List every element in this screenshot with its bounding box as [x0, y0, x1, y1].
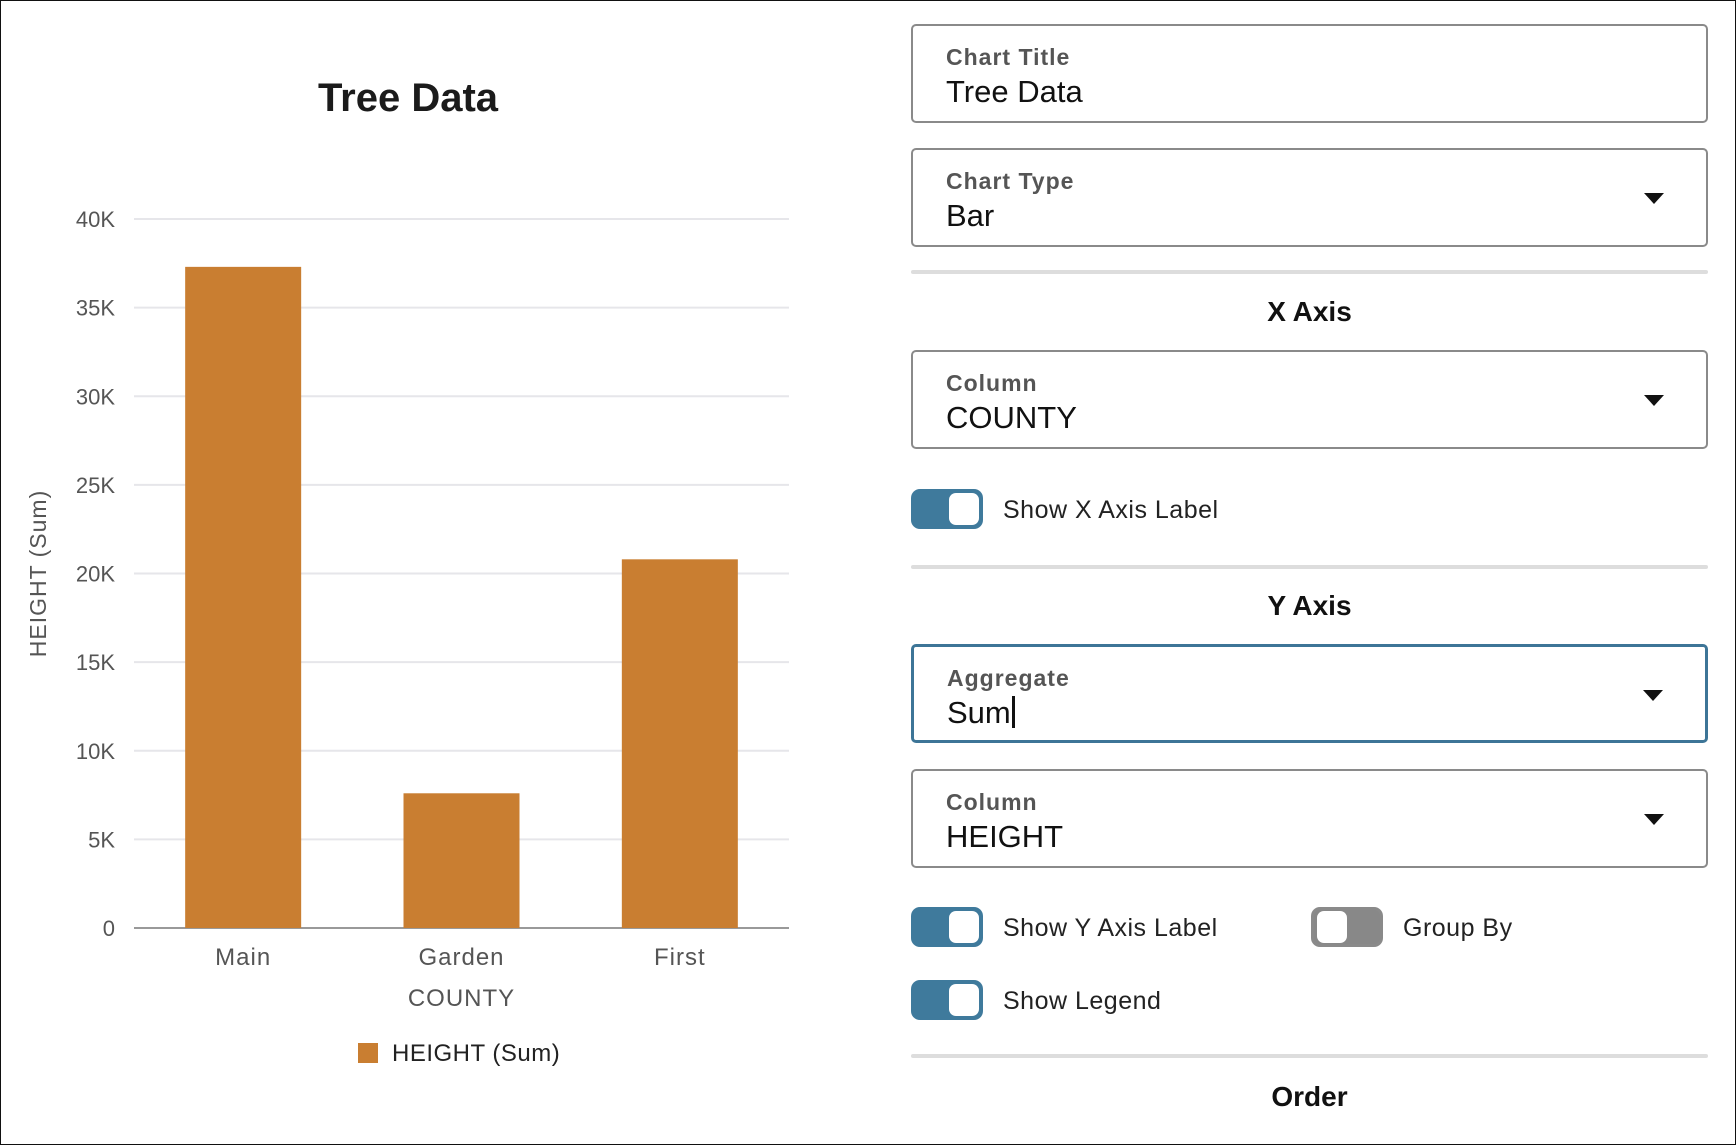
bar-main — [185, 266, 302, 928]
aggregate-select[interactable]: Aggregate Sum — [911, 644, 1708, 743]
y-tick-label: 30K — [76, 384, 115, 409]
show-x-axis-label-text: Show X Axis Label — [1003, 496, 1219, 524]
chart-title-input[interactable]: Tree Data — [946, 74, 1083, 109]
x-axis-heading: X Axis — [1267, 296, 1352, 327]
divider — [911, 1054, 1708, 1058]
show-x-axis-label-toggle[interactable] — [911, 489, 983, 529]
order-heading: Order — [1271, 1081, 1348, 1112]
y-tick-label: 0 — [103, 916, 115, 941]
chart-type-value: Bar — [946, 198, 995, 233]
y-column-select[interactable]: Column HEIGHT — [911, 769, 1708, 868]
legend-swatch — [358, 1043, 378, 1063]
divider — [911, 270, 1708, 274]
chevron-down-icon[interactable] — [1644, 193, 1664, 204]
show-legend-text: Show Legend — [1003, 987, 1162, 1015]
chart-type-label: Chart Type — [946, 168, 1075, 194]
x-tick-label: Main — [215, 944, 271, 971]
chart-title-field-label: Chart Title — [946, 44, 1071, 70]
chevron-down-icon[interactable] — [1644, 395, 1664, 406]
show-legend-toggle[interactable] — [911, 980, 983, 1020]
bar-garden — [403, 793, 520, 928]
y-tick-label: 15K — [76, 650, 115, 675]
y-tick-label: 10K — [76, 739, 115, 764]
chevron-down-icon[interactable] — [1644, 814, 1664, 825]
chart-title-field[interactable]: Chart Title Tree Data — [911, 24, 1708, 123]
y-tick-label: 20K — [76, 562, 115, 587]
chevron-down-icon[interactable] — [1643, 690, 1663, 701]
x-column-value: COUNTY — [946, 400, 1077, 435]
group-by-toggle[interactable] — [1311, 907, 1383, 947]
chart-title: Tree Data — [317, 76, 499, 120]
y-axis-heading: Y Axis — [1267, 590, 1352, 621]
show-y-axis-label-toggle[interactable] — [911, 907, 983, 947]
aggregate-label: Aggregate — [947, 665, 1070, 691]
y-tick-label: 40K — [76, 207, 115, 232]
show-y-axis-label-text: Show Y Axis Label — [1003, 914, 1218, 942]
y-tick-label: 35K — [76, 296, 115, 321]
y-column-label: Column — [946, 789, 1038, 815]
y-column-value: HEIGHT — [946, 819, 1064, 854]
y-tick-label: 25K — [76, 473, 115, 498]
aggregate-value[interactable]: Sum — [947, 695, 1015, 731]
x-column-label: Column — [946, 370, 1038, 396]
bar-first — [621, 559, 738, 928]
x-tick-label: Garden — [418, 944, 504, 971]
bar-chart: 0 5K 10K 15K 20K 25K 30K 35K 40K Main Garden First C… — [25, 207, 789, 1067]
x-tick-label: First — [654, 944, 706, 971]
y-axis-title: HEIGHT (Sum) — [25, 490, 51, 657]
x-axis-title: COUNTY — [408, 985, 515, 1012]
group-by-text: Group By — [1403, 914, 1513, 942]
chart-type-select[interactable]: Chart Type Bar — [911, 148, 1708, 247]
divider — [911, 565, 1708, 569]
x-column-select[interactable]: Column COUNTY — [911, 350, 1708, 449]
y-tick-label: 5K — [88, 827, 115, 852]
text-cursor — [1011, 696, 1015, 728]
legend-label: HEIGHT (Sum) — [392, 1040, 560, 1067]
